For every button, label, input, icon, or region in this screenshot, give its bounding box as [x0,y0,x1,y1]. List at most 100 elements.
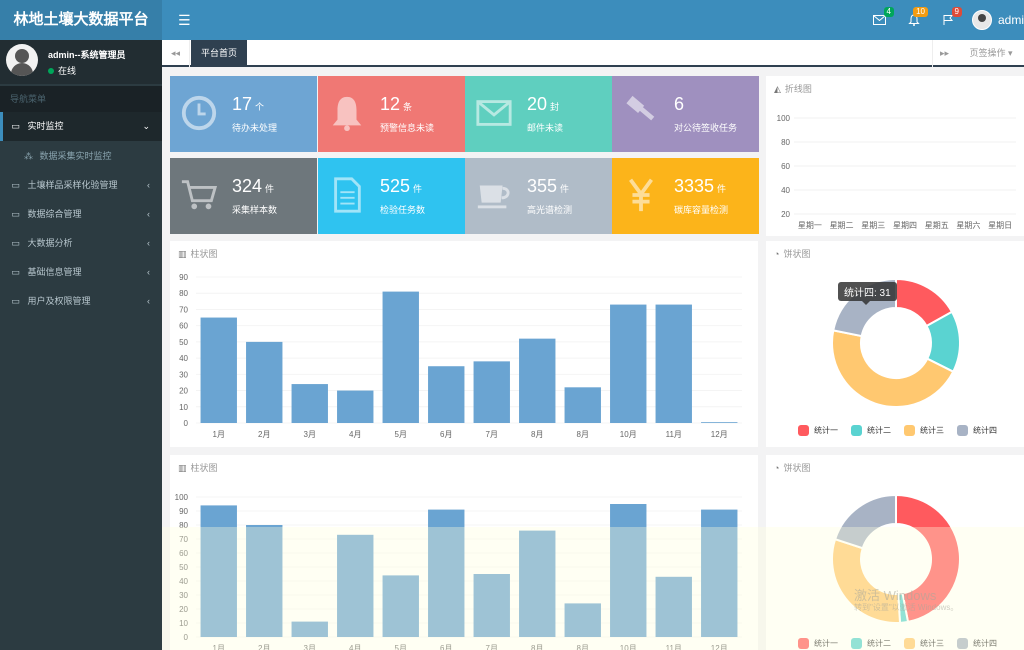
bar [337,390,374,423]
bar [428,366,465,423]
sidebar-item-soil-sampling[interactable]: ▭ 土壤样品采样化验管理 ‹ [0,171,162,200]
windows-watermark-sub: 转到"设置"以激活 Windows。 [854,603,959,612]
stat-label: 待办未处理 [232,123,278,133]
sidebar-item-user-permissions[interactable]: ▭ 用户及权限管理 ‹ [0,287,162,316]
sidebar: admin--系统管理员 在线 导航菜单 ▭ 实时监控 ⌄ ⁂ 数据采集实时监控… [0,40,162,650]
legend-swatch [851,638,862,649]
line-chart-panel: ◭ 折线图 20 40 60 80 100 星期一 星期二 星期三 星期四 星期五 星期六 星期日 [766,76,1024,236]
pie-chart-2-title: 饼状图 [783,463,811,473]
stat-tile-spectral[interactable]: 355 件 高光谱检测 [465,158,612,234]
legend-swatch [851,425,862,436]
x-tick-label: 10月 [620,430,637,439]
legend-item[interactable]: 统计二 [851,425,891,436]
stat-tile-samples[interactable]: 324 件 采集样本数 [170,158,317,234]
x-tick-label: 12月 [711,430,728,439]
y-tick-label: 60 [179,322,188,331]
pie-slice [895,493,961,624]
y-tick-label: 70 [179,305,188,314]
legend-label: 统计一 [814,639,838,648]
stat-tile-todo[interactable]: 17 个 待办未处理 [170,76,317,152]
y-tick-label: 60 [179,549,188,558]
tab-bar: ◂◂ 平台首页 ▸▸ 页签操作 ▾ [162,40,1024,67]
legend-item[interactable]: 统计四 [957,425,997,436]
stat-unit: 件 [560,184,570,194]
bell-badge: 10 [913,7,928,17]
y-tick-label: 80 [179,289,188,298]
stat-label: 采集样本数 [232,205,278,215]
stat-tile-mail[interactable]: 20 封 邮件未读 [465,76,612,152]
stat-tile-carbon[interactable]: 3335 件 碳库容量检测 [612,158,759,234]
pie-chart-1-title: 饼状图 [783,249,811,259]
sidebar-item-data-management[interactable]: ▭ 数据综合管理 ‹ [0,200,162,229]
stat-tile-inspection[interactable]: 525 件 检验任务数 [318,158,465,234]
tab-operations-dropdown[interactable]: 页签操作 ▾ [969,48,1013,58]
legend-item[interactable]: 统计三 [904,638,944,649]
bar [564,603,601,637]
stat-unit: 件 [413,184,423,194]
user-name: admin--系统管理员 [48,50,126,60]
top-user-menu[interactable]: admi [971,10,1024,30]
monitor-icon: ▭ [11,296,20,306]
stat-unit: 件 [717,184,727,194]
bar [200,317,237,423]
sidebar-item-big-data-analysis[interactable]: ▭ 大数据分析 ‹ [0,229,162,258]
tab-scroll-left-button[interactable]: ◂◂ [162,40,190,67]
x-tick-label: 6月 [440,644,452,650]
flag-icon[interactable]: 9 [932,0,964,40]
stat-tile-tasks[interactable]: 6 对公待签收任务 [612,76,759,152]
pie-legend-2: 统计一 统计二 统计三 统计四 [798,638,1010,649]
x-tick-label: 星期六 [956,220,980,230]
flag-badge: 9 [951,7,962,17]
bar [655,576,692,637]
bell-icon[interactable]: 10 [898,0,930,40]
legend-item[interactable]: 统计二 [851,638,891,649]
tab-scroll-right-button[interactable]: ▸▸ [932,40,956,67]
avatar [971,10,992,30]
sidebar-subitem-data-collection[interactable]: ⁂ 数据采集实时监控 [0,141,162,171]
stat-number: 17 [232,94,253,114]
sidebar-item-basic-info[interactable]: ▭ 基础信息管理 ‹ [0,258,162,287]
legend-label: 统计二 [867,639,891,648]
legend-swatch [798,638,809,649]
legend-swatch [957,425,968,436]
gavel-icon [626,95,655,121]
sitemap-icon: ⁂ [24,151,33,161]
stat-number: 525 [380,176,411,196]
x-tick-label: 11月 [666,430,682,439]
pie-slice [831,329,955,408]
mail-icon[interactable]: 4 [864,0,896,40]
legend-item[interactable]: 统计四 [957,638,997,649]
sidebar-item-label: 基础信息管理 [27,267,82,277]
y-tick-label: 20 [179,605,188,614]
x-tick-label: 8月 [531,430,543,439]
x-tick-label: 8月 [577,644,589,650]
menu-toggle-icon[interactable]: ☰ [178,12,191,28]
line-chart-title: 折线图 [784,84,812,94]
tab-home[interactable]: 平台首页 [191,40,248,67]
user-avatar [6,44,38,76]
legend-item[interactable]: 统计一 [798,638,838,649]
panel-title: ▥ 柱状图 [178,247,218,260]
bar [610,304,647,423]
x-tick-label: 星期一 [798,221,822,230]
stat-tile-alerts[interactable]: 12 条 预警信息未读 [318,76,465,152]
y-tick-label: 0 [184,419,189,428]
legend-item[interactable]: 统计一 [798,425,838,436]
legend-label: 统计四 [973,639,997,648]
y-tick-label: 90 [179,507,188,516]
chevron-left-icon: ‹ [147,238,150,248]
chevron-left-icon: ‹ [147,209,150,219]
bar [610,504,647,637]
sidebar-item-realtime-monitor[interactable]: ▭ 实时监控 ⌄ [0,112,162,141]
x-tick-label: 1月 [213,430,225,439]
y-tick-label: 60 [781,162,790,171]
line-chart: 20 40 60 80 100 星期一 星期二 星期三 星期四 星期五 星期六 星期日 [777,114,1016,230]
stat-label: 邮件未读 [527,123,564,133]
y-tick-label: 100 [175,493,189,502]
legend-item[interactable]: 统计三 [904,425,944,436]
bar [655,304,692,423]
bar [382,291,419,423]
bar [428,509,465,637]
windows-watermark: 激活 Windows [854,588,937,603]
y-tick-label: 80 [179,521,188,530]
